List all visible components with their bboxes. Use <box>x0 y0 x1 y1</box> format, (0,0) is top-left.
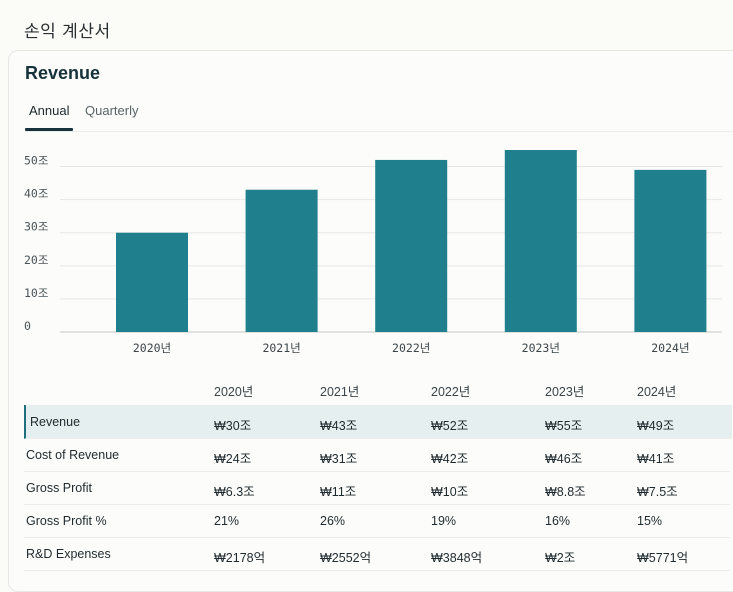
revenue-bar[interactable] <box>504 150 577 332</box>
y-tick-label: 20조 <box>24 253 48 267</box>
table-cell: ₩11조 <box>320 485 357 499</box>
table-cell: 26% <box>320 514 346 528</box>
table-cell: ₩41조 <box>637 452 675 466</box>
x-tick-label: 2023년 <box>522 341 560 355</box>
table-cell: ₩8.8조 <box>545 485 586 499</box>
page-title: 손익 계산서 <box>24 22 111 42</box>
x-tick-label: 2020년 <box>133 341 171 355</box>
row-label: Revenue <box>30 415 81 429</box>
table-cell: ₩52조 <box>431 419 469 433</box>
table-cell: ₩43조 <box>320 419 358 433</box>
tab-quarterly[interactable]: Quarterly <box>85 103 139 118</box>
row-label: Gross Profit % <box>26 514 107 528</box>
x-tick-label: 2024년 <box>651 341 689 355</box>
table-row[interactable]: Gross Profit % 21% 26% 19% 16% 15% <box>24 504 730 538</box>
revenue-bar[interactable] <box>245 189 318 332</box>
revenue-bar[interactable] <box>634 169 707 332</box>
table-cell: ₩3848억 <box>431 551 483 565</box>
active-tab-indicator <box>25 128 73 131</box>
table-row[interactable]: R&D Expenses ₩2178억 ₩2552억 ₩3848억 ₩2조 ₩5771억 <box>24 537 730 571</box>
table-cell: ₩55조 <box>545 419 583 433</box>
revenue-bar[interactable] <box>116 232 188 332</box>
tabs-divider <box>25 131 733 132</box>
revenue-chart-area: 0 10조 20조 30조 40조 50조 2020년 2021년 2022년 2023년 2024… <box>24 150 722 355</box>
table-column-header: 2020년 <box>214 385 254 399</box>
x-tick-label: 2022년 <box>392 341 430 355</box>
table-cell: ₩7.5조 <box>637 485 678 499</box>
revenue-bar[interactable] <box>375 159 448 332</box>
table-row[interactable]: Revenue ₩30조 ₩43조 ₩52조 ₩55조 ₩49조 <box>24 405 732 439</box>
y-tick-label: 30조 <box>24 220 48 234</box>
table-cell: ₩6.3조 <box>214 485 255 499</box>
y-tick-label: 40조 <box>24 187 48 201</box>
table-cell: ₩5771억 <box>637 551 689 565</box>
card-title: Revenue <box>25 63 101 83</box>
table-cell: ₩24조 <box>214 452 252 466</box>
row-label: Gross Profit <box>26 481 92 495</box>
table-cell: 19% <box>431 514 457 528</box>
y-tick-label: 50조 <box>24 154 48 168</box>
table-cell: 16% <box>545 514 571 528</box>
revenue-bar-chart: 0 10조 20조 30조 40조 50조 2020년 2021년 2022년 2023년 2024… <box>24 150 722 355</box>
table-cell: ₩46조 <box>545 452 583 466</box>
row-label: Cost of Revenue <box>26 448 120 462</box>
table-cell: ₩2조 <box>545 551 576 565</box>
table-cell: ₩2552억 <box>320 551 372 565</box>
row-label: R&D Expenses <box>26 547 111 561</box>
table-column-header: 2021년 <box>320 385 360 399</box>
table-cell: 21% <box>214 514 240 528</box>
table-row[interactable]: Gross Profit ₩6.3조 ₩11조 ₩10조 ₩8.8조 ₩7.5조 <box>24 471 730 505</box>
y-tick-label: 10조 <box>24 286 48 300</box>
y-tick-label: 0 <box>24 319 31 333</box>
table-cell: ₩10조 <box>431 485 469 499</box>
table-column-header: 2022년 <box>431 385 471 399</box>
tab-annual[interactable]: Annual <box>29 103 70 118</box>
table-cell: ₩31조 <box>320 452 358 466</box>
table-row[interactable]: Cost of Revenue ₩24조 ₩31조 ₩42조 ₩46조 ₩41조 <box>24 438 730 472</box>
table-cell: ₩42조 <box>431 452 469 466</box>
table-cell: ₩2178억 <box>214 551 266 565</box>
table-cell: ₩30조 <box>214 419 252 433</box>
x-tick-label: 2021년 <box>262 341 300 355</box>
table-column-header: 2023년 <box>545 385 585 399</box>
table-column-header: 2024년 <box>637 385 677 399</box>
table-cell: ₩49조 <box>637 419 675 433</box>
table-cell: 15% <box>637 514 663 528</box>
